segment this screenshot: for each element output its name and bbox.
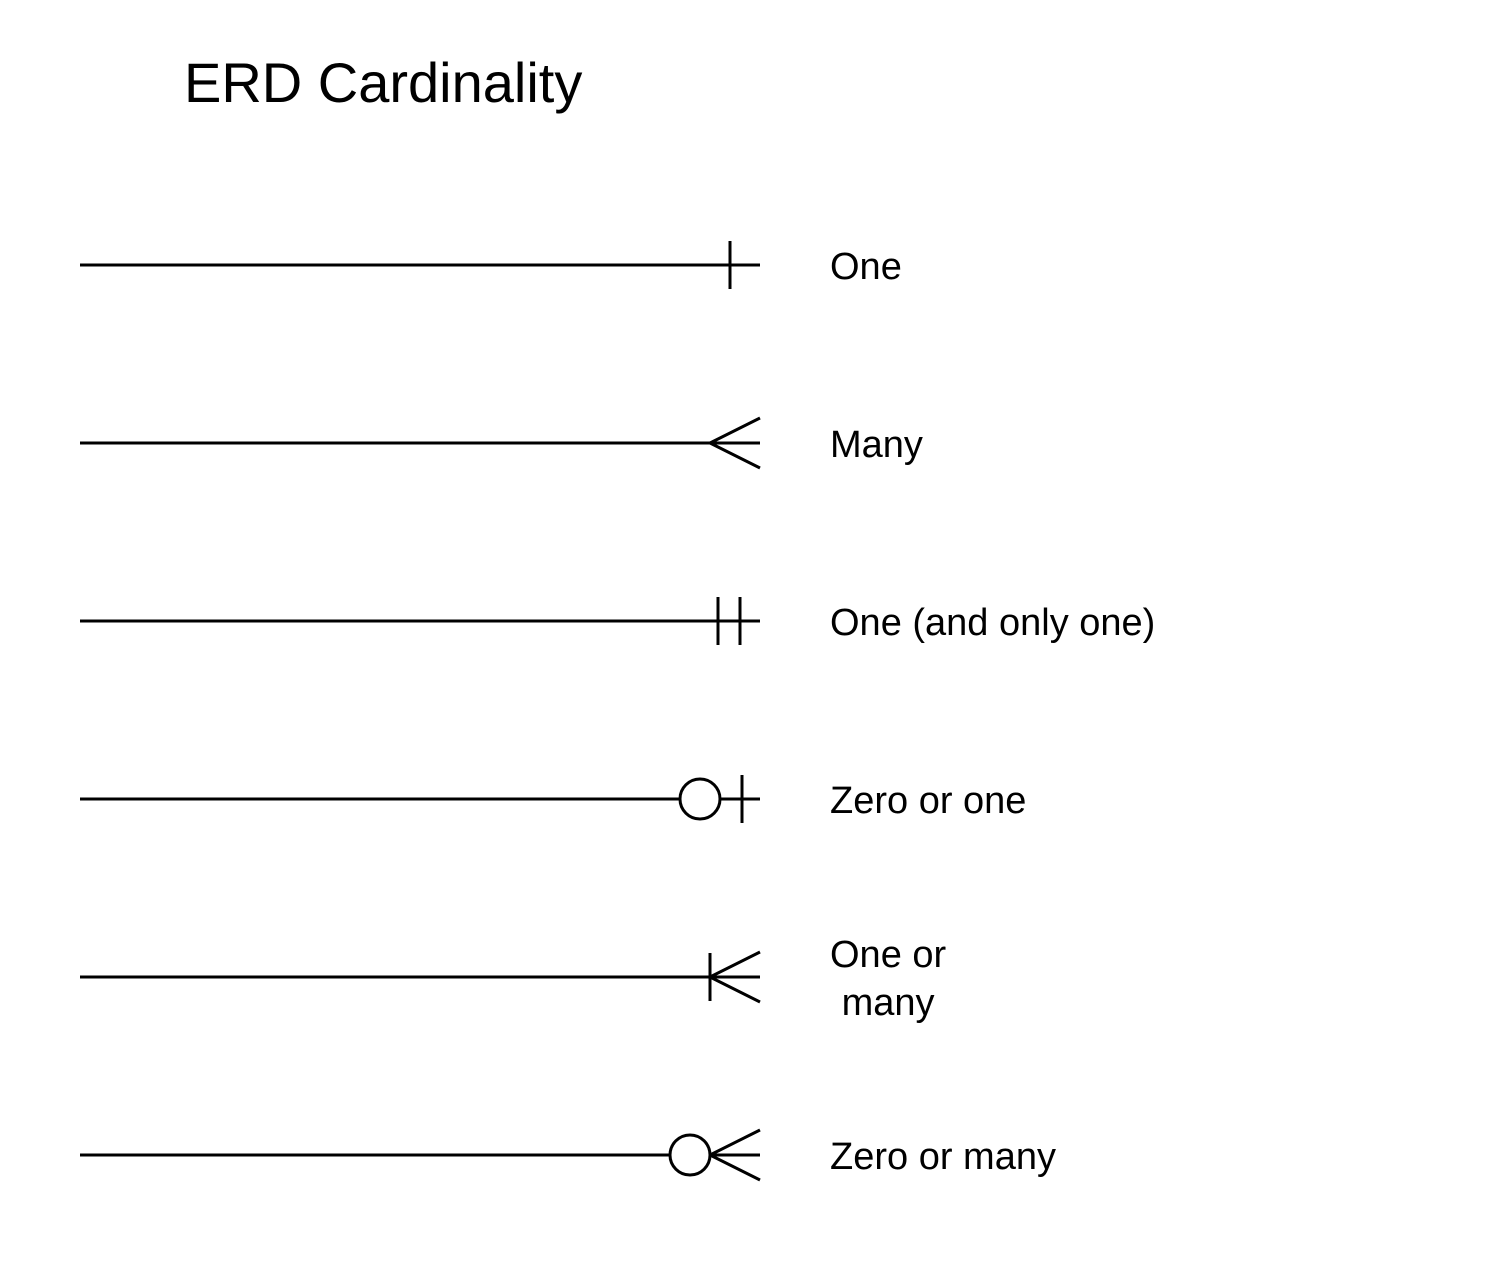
cardinality-symbol-zero-or-one bbox=[0, 749, 780, 854]
cardinality-symbol-one-only bbox=[0, 571, 780, 676]
symbol-label: One or many bbox=[830, 932, 946, 1027]
symbol-row-zero-or-many: Zero or many bbox=[0, 1105, 1056, 1210]
symbol-label: One (and only one) bbox=[830, 600, 1155, 648]
symbol-row-one-or-many: One or many bbox=[0, 927, 946, 1032]
cardinality-symbol-zero-or-many bbox=[0, 1105, 780, 1210]
cardinality-symbol-one-or-many bbox=[0, 927, 780, 1032]
cardinality-symbol-many bbox=[0, 393, 780, 498]
symbol-label: Zero or many bbox=[830, 1134, 1056, 1182]
diagram-title: ERD Cardinality bbox=[184, 50, 582, 115]
symbol-row-one: One bbox=[0, 215, 902, 320]
symbol-row-many: Many bbox=[0, 393, 923, 498]
symbol-label: One bbox=[830, 244, 902, 292]
symbol-row-one-only: One (and only one) bbox=[0, 571, 1155, 676]
symbol-label: Many bbox=[830, 422, 923, 470]
symbol-row-zero-or-one: Zero or one bbox=[0, 749, 1026, 854]
symbol-label: Zero or one bbox=[830, 778, 1026, 826]
cardinality-symbol-one bbox=[0, 215, 780, 320]
